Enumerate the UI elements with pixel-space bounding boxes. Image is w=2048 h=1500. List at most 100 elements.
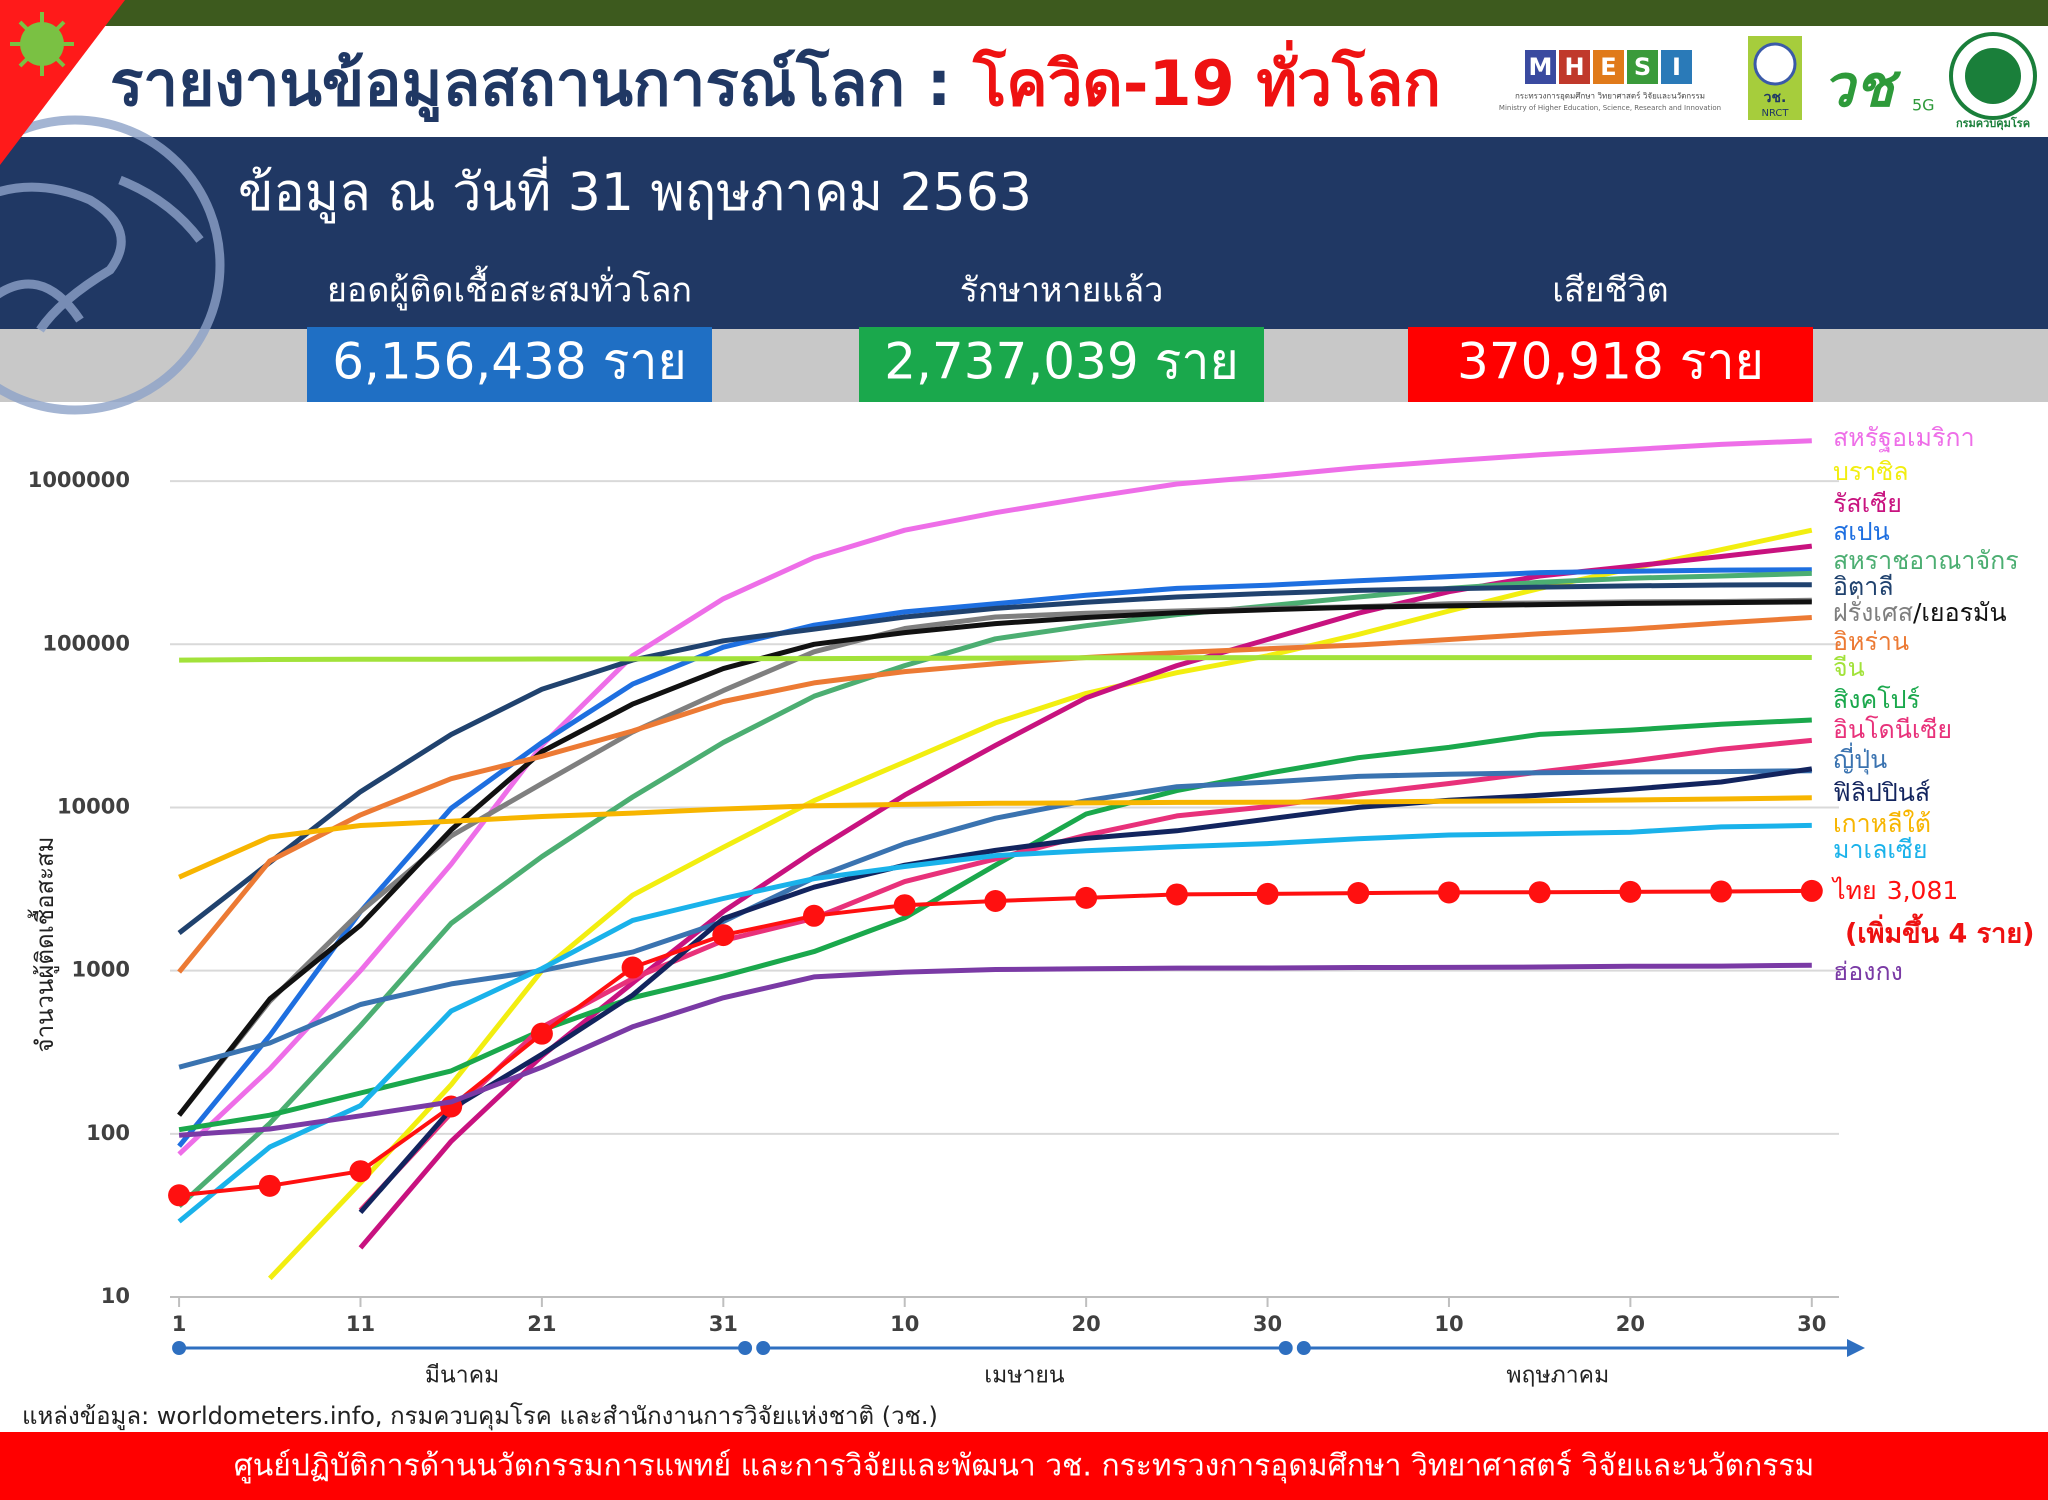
stat-value: 370,918 ราย: [1457, 333, 1764, 391]
series-line: [177, 582, 1812, 935]
series-marker: [893, 894, 916, 917]
x-tick-label: 20: [1072, 1312, 1101, 1336]
legend-entry: อิตาลี: [1833, 572, 1894, 601]
mhesi-letter: H: [1564, 53, 1584, 81]
series-line: [177, 570, 1812, 1209]
title-highlight: โควิด-19 ทั่วโลก: [972, 40, 1441, 120]
nrct-text: วช.: [1764, 90, 1787, 106]
report-date: ข้อมูล ณ วันที่ 31 พฤษภาคม 2563: [238, 156, 1032, 224]
top-bar: [0, 0, 2048, 26]
series-line: [177, 599, 1812, 1117]
legend-entry: ฮ่องกง: [1833, 957, 1903, 986]
mhesi-letter: S: [1634, 53, 1651, 81]
series-line: [178, 962, 1812, 1138]
vch-logo: วช: [1822, 52, 1902, 120]
legend-label: อินโดนีเซีย: [1833, 715, 1952, 744]
stat-label: ยอดผู้ติดเชื้อสะสมทั่วโลก: [327, 266, 692, 311]
timeline-dot: [738, 1341, 753, 1355]
series-line: [178, 768, 1812, 1070]
mhesi-letter: M: [1529, 53, 1553, 81]
stat-label: รักษาหายแล้ว: [960, 271, 1164, 311]
series-marker: [803, 904, 826, 927]
legend-entry: ญี่ปุ่น: [1833, 742, 1887, 775]
series-line: [267, 527, 1813, 1281]
legend-entry: สหราชอาณาจักร: [1833, 546, 2019, 575]
y-tick-label: 10000: [57, 794, 130, 818]
stat-box: [1408, 327, 1813, 402]
legend-label: บราซิล: [1833, 457, 1909, 486]
series-line: [358, 766, 1813, 1215]
y-tick-label: 10: [101, 1284, 130, 1308]
legend-entry: สเปน: [1833, 517, 1890, 546]
x-tick-label: 10: [890, 1312, 919, 1336]
series-marker: [1437, 881, 1460, 904]
legend-label: รัสเซีย: [1833, 489, 1902, 518]
nrct-logo: วช. NRCT: [1748, 36, 1802, 120]
y-tick-label: 100000: [42, 631, 130, 655]
timeline-arrow: [1847, 1339, 1865, 1357]
series-marker: [1619, 880, 1642, 903]
legend-entry: อิหร่าน: [1833, 627, 1909, 656]
y-tick-label: 100: [86, 1121, 130, 1145]
legend-label: สิงคโปร์: [1833, 685, 1920, 714]
legend-label: อิหร่าน: [1833, 627, 1909, 656]
x-tick-label: 20: [1616, 1312, 1645, 1336]
x-tick-label: 30: [1797, 1312, 1826, 1336]
mhesi-letter-box: [1627, 50, 1658, 84]
legend-label: มาเลเซีย: [1833, 835, 1928, 864]
series-marker: [1528, 881, 1551, 904]
series-line: [178, 795, 1812, 880]
series-marker: [168, 1184, 191, 1207]
timeline-dot: [756, 1341, 771, 1355]
data-label: 3,081: [1887, 876, 1959, 905]
series-marker: [1347, 882, 1370, 905]
virus-icon: [10, 12, 74, 76]
series-marker: [1075, 886, 1098, 909]
stat-box: [307, 327, 712, 402]
legend-entry: สิงคโปร์: [1833, 685, 1920, 714]
legend-label: อิตาลี: [1833, 572, 1894, 601]
legend-label: จีน: [1833, 653, 1865, 682]
legend-entry: /เยอรมัน: [1913, 598, 2007, 627]
x-tick-label: 30: [1253, 1312, 1282, 1336]
footer-band: [0, 1432, 2048, 1500]
series-marker: [984, 889, 1007, 912]
mhesi-letter-box: [1559, 50, 1590, 84]
legend-entry: สหรัฐอเมริกา: [1833, 423, 1975, 452]
nrct-emblem: [1753, 42, 1797, 86]
legend-entry: รัสเซีย: [1833, 489, 1902, 518]
legend-entry: ฟิลิปปินส์: [1833, 778, 1930, 807]
timeline-dot: [172, 1341, 187, 1355]
series-marker: [349, 1160, 372, 1183]
source: แหล่งข้อมูล: worldometers.info, กรมควบคุ…: [22, 1402, 938, 1431]
vch-5g: 5G: [1912, 96, 1935, 115]
mhesi-caption: กระทรวงการอุดมศึกษา วิทยาศาสตร์ วิจัยและ…: [1515, 91, 1705, 101]
ddc-inner: [1965, 48, 2021, 104]
mhesi-letter-box: [1525, 50, 1556, 84]
x-tick-label: 21: [527, 1312, 556, 1336]
y-tick-label: 1000000: [28, 468, 130, 492]
navy-band: [0, 137, 2048, 329]
legend-label: ฮ่องกง: [1833, 957, 1903, 986]
month-label: พฤษภาคม: [1506, 1363, 1609, 1389]
legend-entry: บราซิล: [1833, 457, 1909, 486]
title-main: รายงานข้อมูลสถานการณ์โลก :: [110, 47, 973, 122]
legend-entry: จีน: [1833, 653, 1865, 682]
series-marker: [530, 1022, 553, 1045]
legend-entry: เกาหลีใต้: [1833, 809, 1931, 838]
timeline-dot: [1278, 1341, 1293, 1355]
stat-value: 6,156,438 ราย: [332, 333, 687, 391]
mhesi-caption-en: Ministry of Higher Education, Science, R…: [1499, 104, 1721, 112]
legend-entry: ฝรั่งเศส: [1833, 595, 1913, 627]
series-marker: [258, 1174, 281, 1197]
stat-label: เสียชีวิต: [1552, 271, 1669, 311]
legend-label: สหราชอาณาจักร: [1833, 546, 2019, 575]
legend-label: สหรัฐอเมริกา: [1833, 423, 1975, 452]
globe-icon: [0, 115, 225, 415]
legend-label: สเปน: [1833, 517, 1890, 546]
title: รายงานข้อมูลสถานการณ์โลก : โควิด-19 ทั่ว…: [110, 40, 1441, 122]
series-marker: [1256, 882, 1279, 905]
legend-entry: อินโดนีเซีย: [1833, 715, 1952, 744]
month-label: เมษายน: [984, 1363, 1065, 1389]
